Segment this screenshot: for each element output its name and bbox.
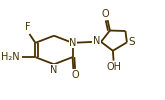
Text: N: N bbox=[50, 65, 58, 75]
Text: F: F bbox=[25, 22, 31, 32]
Text: N: N bbox=[93, 36, 100, 46]
Text: S: S bbox=[128, 37, 135, 47]
Text: H₂N: H₂N bbox=[1, 52, 20, 62]
Text: O: O bbox=[72, 70, 79, 80]
Text: OH: OH bbox=[107, 62, 122, 72]
Text: N: N bbox=[69, 38, 77, 48]
Text: O: O bbox=[102, 9, 109, 19]
